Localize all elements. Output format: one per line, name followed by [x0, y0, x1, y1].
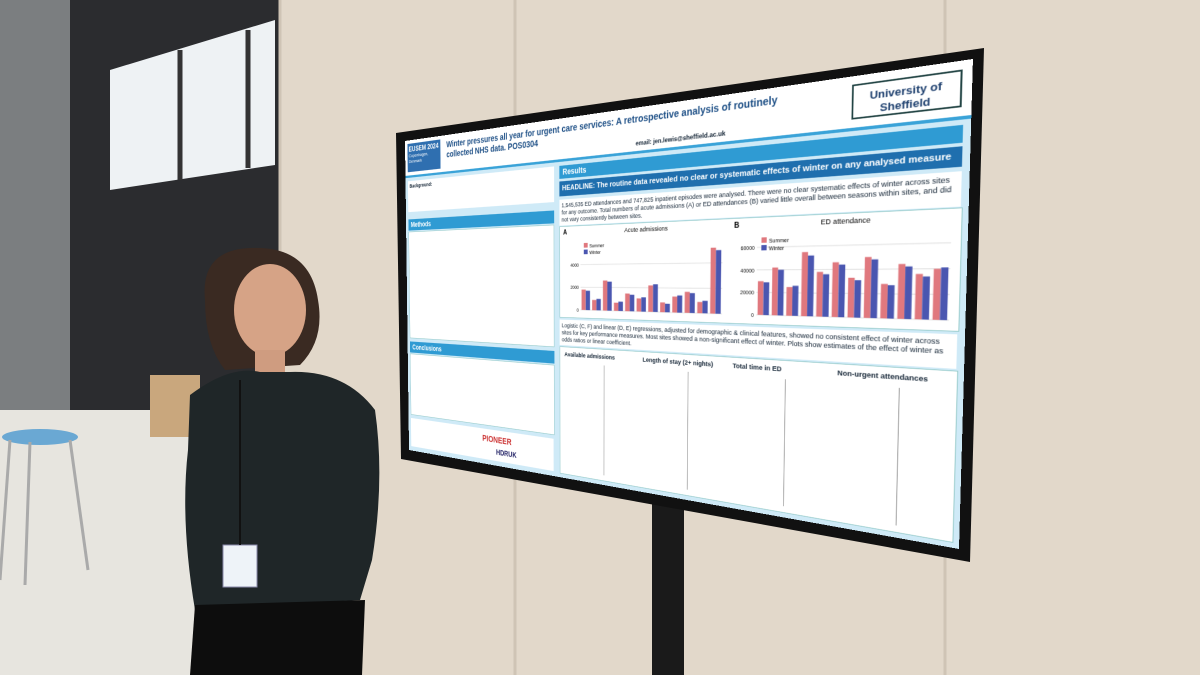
stool-leg	[0, 439, 12, 581]
y-tick-label: 60000	[741, 245, 756, 252]
bar	[596, 298, 601, 311]
bar	[585, 290, 591, 311]
bar	[672, 296, 678, 313]
bar	[710, 247, 717, 314]
bar	[837, 264, 846, 318]
bar	[887, 285, 895, 319]
bar	[786, 286, 793, 316]
bar	[592, 299, 597, 311]
forest-axis	[895, 387, 900, 526]
screen-stand	[652, 495, 684, 675]
y-tick-label: 20000	[740, 289, 755, 296]
bar	[677, 295, 683, 313]
grid-line	[580, 263, 722, 265]
chart-panel: A Acute admissions 0 2000 4000 Summer Winter B E…	[559, 207, 963, 332]
legend-label: Winter	[769, 245, 784, 252]
legend-swatch	[761, 237, 767, 243]
forest-title: Length of stay (2+ nights)	[642, 356, 714, 368]
legend-swatch	[583, 249, 588, 255]
y-tick-label: 2000	[570, 285, 579, 291]
forest-axis	[603, 365, 605, 476]
stool-leg	[68, 439, 90, 571]
bar	[715, 250, 722, 314]
bar	[932, 268, 942, 320]
methods-panel	[408, 224, 555, 348]
bar	[602, 280, 608, 311]
badge	[222, 544, 258, 588]
top	[185, 370, 380, 610]
bar	[697, 301, 703, 314]
bar	[847, 277, 855, 318]
bar	[914, 273, 923, 320]
bar	[807, 255, 815, 317]
trousers	[190, 600, 365, 675]
legend-swatch	[583, 242, 588, 248]
bar	[853, 280, 862, 318]
bar	[904, 266, 913, 320]
legend-label: Summer	[589, 243, 604, 249]
bar	[648, 285, 654, 312]
chart-label: A	[563, 228, 568, 236]
y-tick-label: 0	[577, 307, 579, 313]
bar	[822, 274, 830, 317]
bar	[684, 291, 690, 313]
bar	[880, 283, 888, 319]
bar	[831, 262, 839, 318]
bar	[664, 303, 670, 313]
chart-label: B	[734, 221, 739, 230]
forest-axis	[686, 371, 689, 490]
institution: University of Sheffield	[851, 69, 963, 120]
chart-title: ED attendance	[821, 215, 873, 226]
legend-swatch	[761, 244, 767, 251]
left-wall	[0, 0, 70, 420]
y-tick-label: 4000	[570, 262, 579, 268]
poster: EUSEM 2024 Copenhagen, Denmark Winter pr…	[405, 58, 973, 549]
forest-title: Available admissions	[564, 351, 615, 361]
bar	[863, 256, 872, 319]
bar	[625, 293, 630, 312]
legend-label: Summer	[769, 237, 789, 245]
bar	[777, 269, 784, 316]
bar	[702, 300, 708, 314]
bar	[800, 252, 809, 317]
bar	[581, 289, 586, 311]
logo: PIONEER	[482, 432, 512, 447]
background-heading: Background:	[409, 181, 433, 190]
chart-title: Acute admissions	[624, 224, 667, 234]
bar	[757, 281, 764, 315]
logo: HDRUK	[496, 448, 517, 460]
bar	[607, 281, 612, 311]
bar	[641, 297, 646, 312]
window	[110, 20, 275, 190]
forest-title: Total time in ED	[732, 362, 782, 373]
bar	[897, 263, 906, 319]
bar	[689, 293, 695, 314]
bar	[763, 282, 770, 316]
bar	[870, 259, 879, 319]
bar	[816, 271, 824, 317]
bar	[921, 276, 931, 320]
y-tick-label: 40000	[740, 267, 755, 274]
bar	[613, 302, 619, 311]
bar	[660, 302, 666, 313]
bar	[652, 284, 658, 313]
bar	[771, 267, 779, 316]
forest-title: Non-urgent attendances	[837, 368, 929, 384]
bar	[792, 285, 799, 316]
bar	[618, 301, 623, 312]
bar	[629, 294, 635, 312]
grid-line	[757, 269, 951, 270]
forest-axis	[783, 379, 786, 507]
face	[234, 264, 306, 356]
stool-seat	[2, 429, 78, 445]
stool-leg	[23, 441, 32, 586]
y-tick-label: 0	[751, 312, 754, 319]
bar	[939, 267, 949, 321]
bar	[636, 298, 642, 312]
legend-label: Winter	[589, 249, 600, 255]
